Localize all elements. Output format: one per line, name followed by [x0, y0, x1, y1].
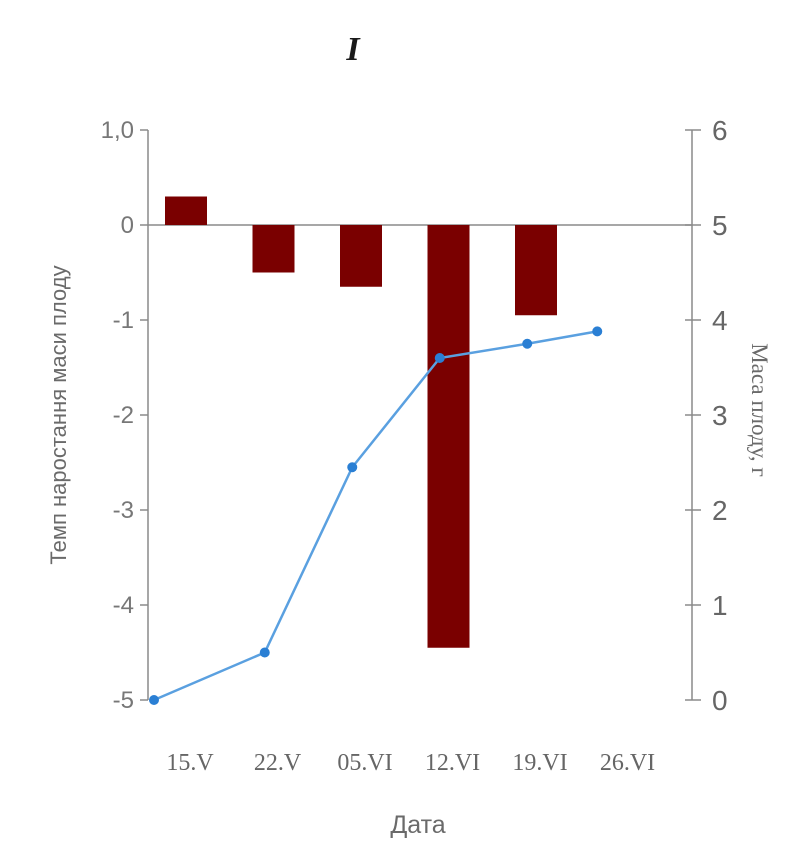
bar — [427, 225, 470, 648]
line-point — [592, 326, 603, 337]
axes — [140, 129, 701, 701]
left-tick-label: -3 — [113, 497, 134, 524]
line-point — [259, 647, 270, 658]
tick-labels: 1,0 0 -1 -2 -3 -4 -5 0 1 2 3 4 5 6 15.V 22.V 05.VI 12.VI 1… — [101, 115, 728, 776]
panel-label: I — [345, 31, 361, 68]
line-point — [434, 353, 445, 363]
bar — [340, 225, 382, 287]
left-tick-label: -2 — [113, 402, 134, 429]
x-tick-label: 19.VI — [512, 750, 567, 776]
left-tick-label: -5 — [113, 687, 134, 714]
right-axis-title: Маса плоду, г — [747, 343, 772, 477]
line-point — [522, 338, 533, 349]
left-tick-label: 1,0 — [101, 117, 134, 144]
right-tick-label: 6 — [712, 115, 728, 146]
bar — [515, 225, 557, 316]
left-tick-label: 0 — [121, 212, 134, 239]
bar-series — [165, 196, 557, 648]
bar — [165, 196, 207, 225]
right-tick-label: 3 — [712, 400, 728, 431]
left-tick-label: -4 — [113, 592, 134, 619]
left-tick-label: -1 — [113, 307, 134, 334]
right-tick-label: 4 — [712, 305, 728, 336]
x-tick-label: 22.V — [254, 750, 302, 776]
line-point — [149, 695, 159, 705]
right-tick-label: 2 — [712, 495, 728, 526]
right-tick-label: 0 — [712, 685, 728, 716]
x-tick-label: 26.VI — [600, 750, 655, 776]
x-tick-label: 05.VI — [337, 750, 392, 776]
line-series — [149, 326, 603, 705]
line-path — [153, 330, 598, 702]
x-tick-label: 15.V — [166, 750, 214, 776]
left-axis-title: Темп наростання маси плоду — [46, 265, 71, 564]
right-tick-label: 5 — [712, 210, 728, 241]
bar — [252, 225, 295, 273]
x-axis-title: Дата — [390, 811, 445, 839]
line-point — [347, 462, 358, 473]
right-tick-label: 1 — [712, 590, 728, 621]
x-tick-label: 12.VI — [425, 750, 480, 776]
